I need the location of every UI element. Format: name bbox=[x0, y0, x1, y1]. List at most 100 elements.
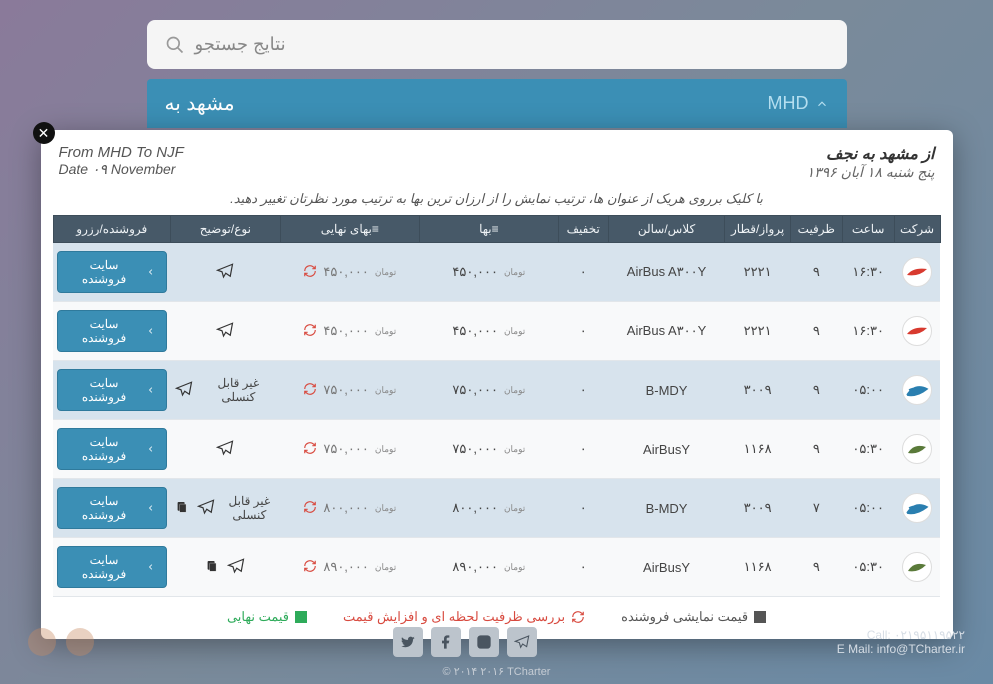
date-fa: پنج شنبه ۱۸ آبان ۱۳۹۶ bbox=[807, 164, 935, 181]
capacity-cell: ۹ bbox=[790, 243, 842, 302]
flight-number-cell: ۱۱۶۸ bbox=[725, 420, 790, 479]
time-cell: ۰۵:۳۰ bbox=[842, 420, 894, 479]
telegram-button[interactable] bbox=[507, 627, 537, 657]
refresh-icon[interactable] bbox=[303, 559, 317, 576]
seller-cell: سایت فروشنده bbox=[53, 420, 171, 479]
telegram-icon bbox=[514, 634, 530, 650]
twitter-button[interactable] bbox=[393, 627, 423, 657]
sort-hint-text: با کلیک برروی هریک از عنوان ها، ترتیب نم… bbox=[53, 187, 941, 215]
airline-logo-icon bbox=[902, 552, 932, 582]
time-cell: ۱۶:۳۰ bbox=[842, 243, 894, 302]
airline-cell bbox=[894, 420, 940, 479]
class-cell: AirBusY bbox=[608, 538, 725, 597]
footer-logo-icon bbox=[28, 628, 56, 656]
results-modal: ✕ از مشهد به نجف پنج شنبه ۱۸ آبان ۱۳۹۶ F… bbox=[41, 130, 953, 639]
flight-number-cell: ۱۱۶۸ bbox=[725, 538, 790, 597]
col-flight[interactable]: پرواز/قطار bbox=[725, 216, 790, 243]
footer-logo-icon bbox=[66, 628, 94, 656]
date-en: Date ۰۹ November bbox=[59, 161, 184, 178]
discount-cell: ۰ bbox=[558, 420, 608, 479]
send-icon[interactable] bbox=[197, 498, 215, 519]
class-cell: B-MDY bbox=[608, 361, 725, 420]
seller-site-button[interactable]: سایت فروشنده bbox=[57, 487, 167, 529]
final-price-cell: تومان ۸۰۰,۰۰۰ bbox=[280, 479, 419, 538]
capacity-cell: ۹ bbox=[790, 420, 842, 479]
seller-site-button[interactable]: سایت فروشنده bbox=[57, 251, 167, 293]
col-capacity[interactable]: ظرفیت bbox=[790, 216, 842, 243]
instagram-button[interactable] bbox=[469, 627, 499, 657]
class-cell: B-MDY bbox=[608, 479, 725, 538]
type-cell bbox=[171, 243, 281, 302]
airline-logo-icon bbox=[902, 375, 932, 405]
final-price-cell: تومان ۴۵۰,۰۰۰ bbox=[280, 243, 419, 302]
type-cell bbox=[171, 538, 281, 597]
col-final-price[interactable]: ≡بهای نهایی bbox=[280, 216, 419, 243]
discount-cell: ۰ bbox=[558, 302, 608, 361]
class-cell: AirBusY bbox=[608, 420, 725, 479]
send-icon[interactable] bbox=[216, 439, 234, 460]
col-type[interactable]: نوع/توضیح bbox=[171, 216, 281, 243]
instagram-icon bbox=[476, 634, 492, 650]
facebook-icon bbox=[438, 634, 454, 650]
col-seller[interactable]: فروشنده/رزرو bbox=[53, 216, 171, 243]
seller-site-button[interactable]: سایت فروشنده bbox=[57, 310, 167, 352]
capacity-cell: ۹ bbox=[790, 361, 842, 420]
document-icon[interactable] bbox=[205, 559, 219, 576]
airline-logo-icon bbox=[902, 493, 932, 523]
flight-number-cell: ۲۲۲۱ bbox=[725, 302, 790, 361]
send-icon[interactable] bbox=[175, 380, 193, 401]
airline-cell bbox=[894, 479, 940, 538]
discount-cell: ۰ bbox=[558, 361, 608, 420]
send-icon[interactable] bbox=[216, 321, 234, 342]
seller-cell: سایت فروشنده bbox=[53, 361, 171, 420]
discount-cell: ۰ bbox=[558, 243, 608, 302]
refresh-icon[interactable] bbox=[303, 500, 317, 517]
discount-cell: ۰ bbox=[558, 538, 608, 597]
airline-logo-icon bbox=[902, 434, 932, 464]
col-class[interactable]: کلاس/سالن bbox=[608, 216, 725, 243]
airline-cell bbox=[894, 243, 940, 302]
price-cell: تومان ۴۵۰,۰۰۰ bbox=[419, 243, 558, 302]
seller-site-button[interactable]: سایت فروشنده bbox=[57, 546, 167, 588]
flight-number-cell: ۳۰۰۹ bbox=[725, 361, 790, 420]
final-price-cell: تومان ۷۵۰,۰۰۰ bbox=[280, 420, 419, 479]
col-discount[interactable]: تخفیف bbox=[558, 216, 608, 243]
seller-cell: سایت فروشنده bbox=[53, 479, 171, 538]
table-row: ۰۵:۰۰ ۹ ۳۰۰۹ B-MDY ۰ تومان ۷۵۰,۰۰۰ تومان… bbox=[53, 361, 940, 420]
final-price-cell: تومان ۷۵۰,۰۰۰ bbox=[280, 361, 419, 420]
col-company[interactable]: شرکت bbox=[894, 216, 940, 243]
send-icon[interactable] bbox=[227, 557, 245, 578]
discount-cell: ۰ bbox=[558, 479, 608, 538]
airline-cell bbox=[894, 538, 940, 597]
close-button[interactable]: ✕ bbox=[33, 122, 55, 144]
price-cell: تومان ۸۹۰,۰۰۰ bbox=[419, 538, 558, 597]
copyright: © ۲۰۱۴ ۲۰۱۶ TCharter bbox=[28, 665, 965, 678]
type-cell bbox=[171, 302, 281, 361]
flights-table: شرکت ساعت ظرفیت پرواز/قطار کلاس/سالن تخف… bbox=[53, 215, 941, 597]
seller-site-button[interactable]: سایت فروشنده bbox=[57, 369, 167, 411]
refresh-icon[interactable] bbox=[303, 264, 317, 281]
airline-logo-icon bbox=[902, 316, 932, 346]
price-cell: تومان ۷۵۰,۰۰۰ bbox=[419, 420, 558, 479]
price-cell: تومان ۸۰۰,۰۰۰ bbox=[419, 479, 558, 538]
route-title-en: From MHD To NJF bbox=[59, 144, 184, 161]
col-price[interactable]: ≡بها bbox=[419, 216, 558, 243]
table-header-row: شرکت ساعت ظرفیت پرواز/قطار کلاس/سالن تخف… bbox=[53, 216, 940, 243]
refresh-icon[interactable] bbox=[303, 323, 317, 340]
send-icon[interactable] bbox=[216, 262, 234, 283]
facebook-button[interactable] bbox=[431, 627, 461, 657]
footer-phone: Call: ۰۲۱۹۵۱۱۹۵۲۲ bbox=[837, 628, 965, 642]
seller-site-button[interactable]: سایت فروشنده bbox=[57, 428, 167, 470]
refresh-icon[interactable] bbox=[303, 382, 317, 399]
airline-logo-icon bbox=[902, 257, 932, 287]
footer-contact: Call: ۰۲۱۹۵۱۱۹۵۲۲ E Mail: info@TCharter.… bbox=[837, 628, 965, 656]
col-time[interactable]: ساعت bbox=[842, 216, 894, 243]
table-row: ۰۵:۳۰ ۹ ۱۱۶۸ AirBusY ۰ تومان ۷۵۰,۰۰۰ توم… bbox=[53, 420, 940, 479]
header-persian: از مشهد به نجف پنج شنبه ۱۸ آبان ۱۳۹۶ bbox=[807, 144, 935, 181]
capacity-cell: ۹ bbox=[790, 302, 842, 361]
twitter-icon bbox=[400, 634, 416, 650]
refresh-icon[interactable] bbox=[303, 441, 317, 458]
seller-cell: سایت فروشنده bbox=[53, 538, 171, 597]
document-icon[interactable] bbox=[175, 500, 189, 517]
table-row: ۱۶:۳۰ ۹ ۲۲۲۱ AirBus A۳۰۰Y ۰ تومان ۴۵۰,۰۰… bbox=[53, 243, 940, 302]
